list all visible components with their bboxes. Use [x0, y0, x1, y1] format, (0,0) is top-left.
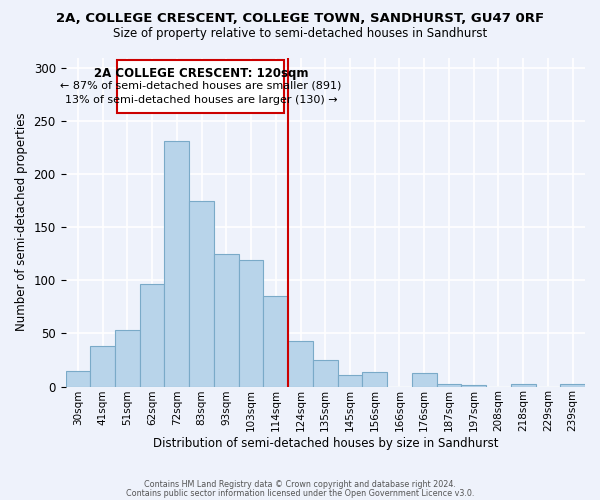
FancyBboxPatch shape — [118, 60, 284, 112]
Bar — [164, 142, 189, 386]
Bar — [437, 384, 461, 386]
Bar — [65, 370, 90, 386]
Bar — [560, 384, 585, 386]
Bar — [288, 341, 313, 386]
Bar — [412, 372, 437, 386]
Text: 2A COLLEGE CRESCENT: 120sqm: 2A COLLEGE CRESCENT: 120sqm — [94, 67, 308, 80]
Bar — [313, 360, 338, 386]
Bar — [239, 260, 263, 386]
Bar — [115, 330, 140, 386]
Bar — [189, 201, 214, 386]
Bar — [338, 375, 362, 386]
X-axis label: Distribution of semi-detached houses by size in Sandhurst: Distribution of semi-detached houses by … — [152, 437, 498, 450]
Y-axis label: Number of semi-detached properties: Number of semi-detached properties — [15, 112, 28, 332]
Bar — [362, 372, 387, 386]
Bar — [511, 384, 536, 386]
Text: Size of property relative to semi-detached houses in Sandhurst: Size of property relative to semi-detach… — [113, 28, 487, 40]
Bar — [90, 346, 115, 387]
Bar — [263, 296, 288, 386]
Bar — [214, 254, 239, 386]
Text: 2A, COLLEGE CRESCENT, COLLEGE TOWN, SANDHURST, GU47 0RF: 2A, COLLEGE CRESCENT, COLLEGE TOWN, SAND… — [56, 12, 544, 26]
Text: ← 87% of semi-detached houses are smaller (891): ← 87% of semi-detached houses are smalle… — [60, 81, 341, 91]
Text: Contains public sector information licensed under the Open Government Licence v3: Contains public sector information licen… — [126, 488, 474, 498]
Text: Contains HM Land Registry data © Crown copyright and database right 2024.: Contains HM Land Registry data © Crown c… — [144, 480, 456, 489]
Text: 13% of semi-detached houses are larger (130) →: 13% of semi-detached houses are larger (… — [65, 94, 337, 104]
Bar — [140, 284, 164, 387]
